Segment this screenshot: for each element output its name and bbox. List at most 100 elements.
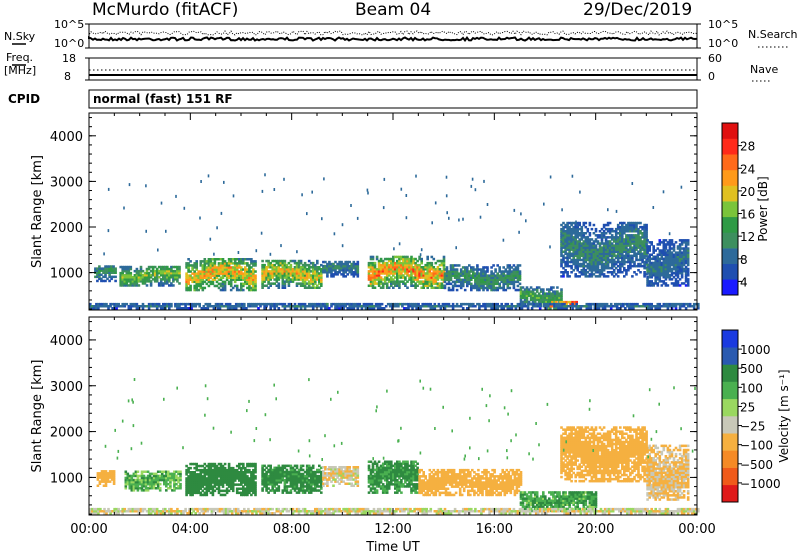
echo-cell (213, 284, 217, 288)
echo-cell (316, 274, 319, 277)
echo-cell (377, 284, 381, 287)
echo-cell (539, 288, 543, 291)
echo-cell (366, 302, 370, 306)
echo-cell (320, 305, 323, 308)
echo-cell (108, 265, 111, 268)
echo-cell (512, 274, 516, 277)
echo-cell (396, 268, 399, 271)
echo-cell (668, 265, 672, 269)
echo-cell (320, 276, 323, 279)
echo-cell (366, 305, 370, 308)
echo-cell (608, 248, 612, 251)
echo-cell (627, 242, 630, 245)
echo-cell (643, 271, 646, 274)
echo-cell (173, 482, 176, 486)
echo-cell (592, 260, 596, 264)
echo-cell (562, 236, 565, 239)
echo-cell (598, 244, 602, 247)
echo-cell (132, 487, 136, 490)
echo-cell (209, 258, 213, 261)
echo-cell (303, 278, 307, 281)
echo-cell (390, 268, 393, 271)
echo-cell (348, 302, 351, 306)
echo-cell (576, 225, 579, 229)
echo-cell (287, 272, 291, 275)
echo-cell (625, 240, 628, 243)
echo-cell (263, 276, 266, 279)
echo-cell (227, 280, 231, 284)
echo-cell (678, 307, 682, 310)
echo-cell (637, 246, 640, 249)
echo-cell (139, 267, 143, 271)
echo-cell (554, 292, 557, 295)
echo-cell (231, 262, 235, 265)
echo-cell (641, 264, 644, 268)
echo-cell (191, 471, 194, 474)
echo-cell (240, 266, 243, 269)
echo-cell (606, 221, 610, 225)
echo-cell (235, 270, 239, 273)
echo-cell (195, 280, 198, 284)
echo-cell (590, 273, 594, 276)
echo-cell (233, 266, 237, 269)
echo-cell (229, 284, 233, 288)
echo-cell (666, 243, 670, 246)
echo-cell (350, 262, 353, 266)
echo-cell (254, 462, 257, 466)
echo-cell (561, 305, 564, 308)
echo-cell (571, 307, 574, 310)
echo-cell (594, 271, 598, 274)
echo-cell (127, 271, 131, 275)
echo-cell (227, 485, 231, 488)
echo-cell (600, 238, 604, 241)
echo-cell (643, 240, 646, 243)
echo-cell (176, 276, 179, 279)
echo-cell (381, 268, 385, 271)
echo-cell (400, 280, 403, 283)
echo-cell (550, 294, 553, 297)
echo-cell (297, 268, 301, 271)
echo-cell (160, 474, 164, 478)
echo-cell (219, 278, 223, 281)
echo-cell (398, 276, 401, 279)
echo-cell (506, 305, 510, 308)
echo-cell (104, 273, 107, 276)
echo-cell (299, 305, 303, 308)
echo-cell (227, 464, 231, 468)
echo-cell (648, 247, 651, 250)
echo-cell (688, 305, 692, 308)
echo-cell (99, 302, 102, 306)
echo-cell (512, 268, 516, 271)
echo-cell (261, 302, 264, 306)
echo-cell (631, 260, 634, 264)
echo-cell (381, 259, 385, 263)
echo-cell (420, 266, 423, 269)
echo-cell (442, 270, 446, 273)
echo-cell (438, 270, 442, 273)
echo-cell (586, 275, 590, 278)
echo-cell (635, 256, 638, 260)
echo-cell (564, 234, 567, 237)
echo-cell (646, 257, 649, 261)
echo-cell (279, 263, 283, 267)
echo-cell (480, 270, 483, 273)
echo-cell (217, 481, 221, 484)
echo-cell (595, 307, 599, 310)
echo-cell (334, 305, 337, 308)
echo-cell (598, 269, 602, 272)
echo-cell (211, 462, 215, 466)
echo-cell (301, 278, 305, 281)
echo-cell (580, 252, 584, 255)
echo-cell (106, 271, 109, 274)
echo-cell (634, 302, 637, 306)
echo-cell (492, 286, 495, 290)
echo-cell (269, 261, 272, 265)
echo-cell (211, 477, 215, 480)
echo-cell (578, 248, 581, 251)
echo-cell (604, 275, 608, 278)
echo-cell (185, 282, 188, 286)
echo-cell (470, 282, 473, 286)
echo-cell (500, 274, 503, 277)
echo-cell (128, 183, 131, 187)
echo-cell (242, 493, 245, 497)
